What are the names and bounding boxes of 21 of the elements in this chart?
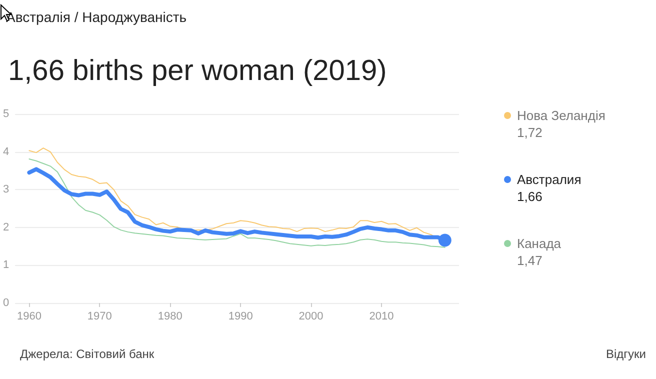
text: Джерела: Світовий банк [20, 347, 154, 361]
y-tick-label: 1 [2, 259, 10, 272]
x-tick-label: 2010 [369, 310, 394, 322]
text: 1,66 [517, 188, 544, 205]
x-tick-label: 1970 [87, 310, 112, 322]
chart-title: 1,66 births per woman (2019) [8, 55, 387, 88]
text: 1,47 [517, 252, 544, 269]
legend-label: Нова Зеландія [517, 107, 606, 124]
text: Відгуки [606, 347, 646, 361]
legend-label: Канада [517, 235, 562, 252]
legend-label: Австралия [517, 171, 582, 188]
y-tick-label: 3 [2, 184, 10, 196]
x-tick-label: 1990 [228, 310, 253, 322]
text: 1,72 [517, 124, 544, 141]
y-tick-label: 5 [2, 108, 10, 120]
x-tick-label: 1960 [16, 310, 42, 322]
x-tick-label: 1980 [158, 310, 182, 322]
y-tick-label: 4 [2, 146, 10, 158]
y-tick-label: 2 [2, 221, 10, 234]
x-tick-label: 2000 [298, 310, 324, 322]
y-tick-label: 0 [2, 297, 10, 309]
